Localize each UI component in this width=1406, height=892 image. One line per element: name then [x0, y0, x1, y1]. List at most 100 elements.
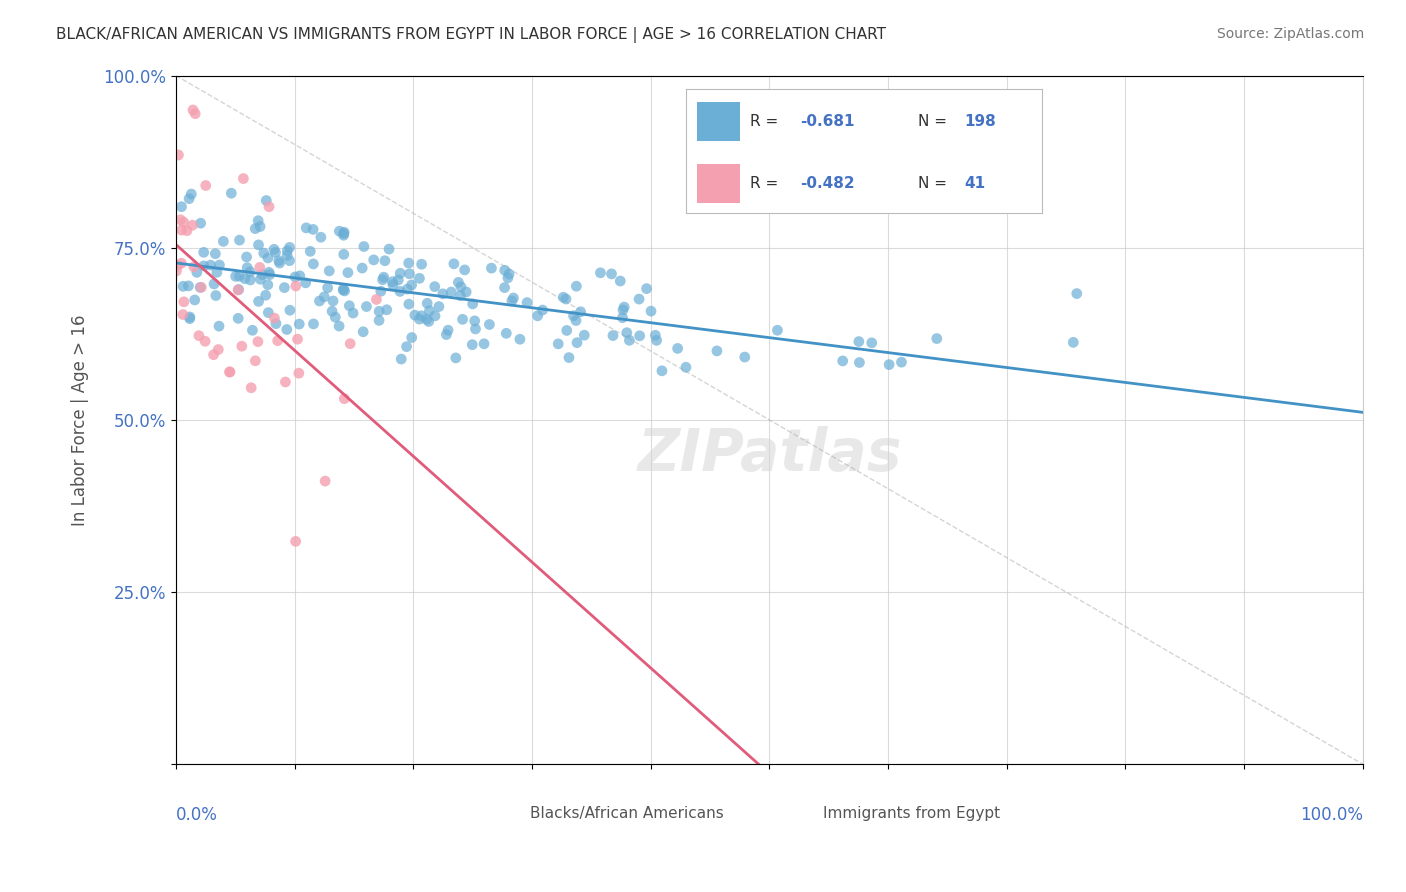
Text: Blacks/African Americans: Blacks/African Americans — [530, 805, 724, 821]
Point — [339, 336, 361, 351]
Point — [353, 239, 375, 253]
Point — [616, 326, 638, 340]
Point — [651, 364, 673, 378]
Point — [202, 348, 225, 362]
Point — [332, 228, 354, 243]
Point — [219, 365, 242, 379]
Point — [246, 334, 269, 349]
Point — [444, 351, 467, 365]
Point — [287, 332, 309, 346]
Point — [257, 251, 280, 265]
Point — [308, 293, 330, 308]
Text: 100.0%: 100.0% — [1301, 805, 1362, 823]
Point — [589, 266, 612, 280]
Point — [294, 276, 316, 290]
Point — [322, 293, 344, 308]
Point — [288, 366, 311, 380]
Point — [200, 258, 222, 272]
Point — [267, 334, 290, 348]
Point — [831, 354, 853, 368]
Point — [278, 240, 301, 254]
Point — [194, 334, 217, 349]
Point — [184, 106, 207, 120]
Point — [336, 266, 359, 280]
Point — [193, 245, 215, 260]
Point — [208, 258, 231, 272]
Point — [526, 309, 548, 323]
Point — [254, 288, 277, 302]
Point — [427, 300, 450, 314]
Point — [166, 264, 188, 278]
Point — [432, 286, 454, 301]
Point — [423, 279, 446, 293]
Point — [375, 302, 398, 317]
Point — [464, 314, 486, 328]
Point — [609, 274, 631, 288]
Point — [644, 328, 666, 343]
Point — [247, 294, 270, 309]
Y-axis label: In Labor Force | Age > 16: In Labor Force | Age > 16 — [72, 314, 89, 525]
Point — [501, 293, 523, 308]
Point — [451, 312, 474, 326]
Point — [218, 365, 240, 379]
Point — [531, 303, 554, 318]
Point — [333, 225, 356, 239]
Point — [553, 290, 575, 304]
Point — [498, 267, 520, 281]
Point — [619, 334, 641, 348]
Point — [602, 328, 624, 343]
Point — [848, 355, 870, 369]
Point — [225, 269, 247, 284]
Point — [613, 300, 636, 314]
Point — [247, 213, 270, 227]
Point — [194, 178, 217, 193]
Point — [389, 266, 412, 280]
Point — [167, 148, 190, 162]
Point — [299, 244, 322, 259]
Point — [263, 242, 285, 256]
Point — [734, 350, 756, 364]
Point — [254, 194, 277, 208]
Point — [288, 268, 311, 283]
Point — [449, 288, 471, 302]
Point — [860, 335, 883, 350]
Point — [180, 187, 202, 202]
Point — [259, 268, 281, 282]
Point — [274, 375, 297, 389]
Point — [183, 293, 205, 307]
Point — [202, 277, 225, 291]
Point — [628, 292, 651, 306]
Point — [240, 381, 263, 395]
Point — [284, 534, 307, 549]
Point — [193, 259, 215, 273]
Point — [877, 358, 900, 372]
Point — [256, 277, 278, 292]
Point — [264, 317, 287, 331]
Point — [371, 273, 394, 287]
Point — [612, 302, 634, 317]
Point — [188, 280, 211, 294]
Point — [190, 216, 212, 230]
Point — [509, 332, 531, 346]
Point — [207, 343, 229, 357]
Point — [398, 297, 420, 311]
Point — [481, 261, 503, 276]
Point — [404, 308, 426, 322]
Point — [395, 340, 418, 354]
Point — [249, 219, 271, 234]
Point — [263, 311, 285, 326]
Point — [387, 273, 409, 287]
Point — [453, 263, 475, 277]
Point — [232, 171, 254, 186]
Point — [284, 279, 307, 293]
Text: Immigrants from Egypt: Immigrants from Egypt — [824, 805, 1001, 821]
Point — [278, 303, 301, 318]
Point — [494, 263, 516, 277]
Point — [370, 284, 392, 298]
Point — [378, 242, 401, 256]
Point — [411, 257, 433, 271]
Point — [228, 283, 250, 297]
Point — [373, 270, 395, 285]
Point — [181, 218, 204, 232]
Point — [636, 282, 658, 296]
